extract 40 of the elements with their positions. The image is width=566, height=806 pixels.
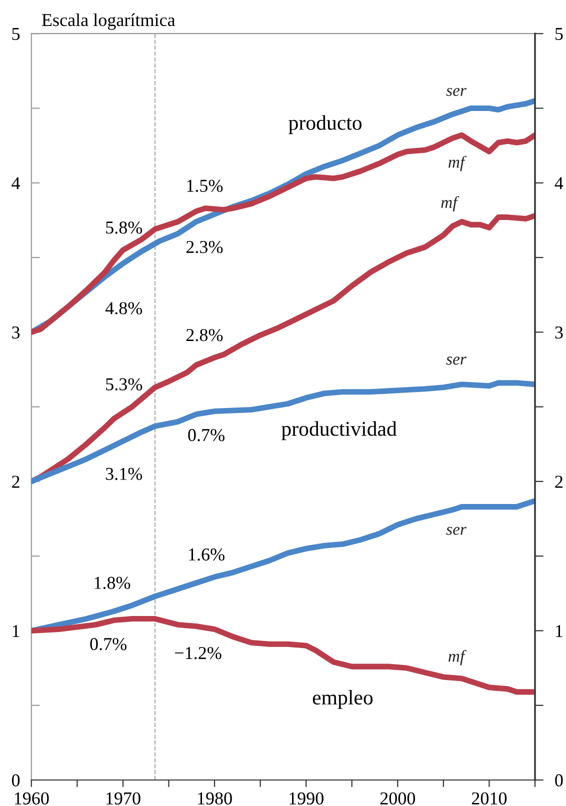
y2-tick-label: 5	[555, 28, 563, 40]
x-tick-label: 2000	[380, 792, 416, 805]
annotation: 5.8%	[106, 221, 142, 234]
x-tick-label: 2010	[472, 792, 507, 805]
y-tick-label: 5	[12, 28, 20, 40]
y2-tick-label: 0	[555, 774, 563, 786]
y-tick-label: 1	[12, 625, 20, 637]
annotation: productividad	[282, 421, 397, 440]
x-tick-label: 1980	[198, 792, 232, 805]
y2-tick-label: 1	[556, 625, 562, 637]
annotation: 3.1%	[106, 468, 142, 480]
annotation: 1.6%	[189, 548, 224, 561]
y2-tick-label: 2	[555, 476, 562, 488]
y2-tick-label: 4	[554, 177, 564, 190]
annotation: empleo	[312, 690, 373, 709]
annotation: 1.5%	[187, 180, 223, 192]
annotation: 0.7%	[188, 428, 224, 442]
annotation: producto	[288, 115, 362, 134]
series-label: mf	[441, 196, 460, 212]
series-label: ser	[446, 88, 466, 96]
x-tick-label: 1990	[290, 792, 324, 805]
annotation: 2.8%	[186, 328, 223, 342]
y2-tick-label: 3	[555, 326, 563, 339]
annotation: 0.7%	[90, 638, 127, 650]
series-label: ser	[446, 356, 466, 365]
y-tick-label: 3	[12, 326, 20, 339]
annotation: 4.8%	[105, 302, 142, 314]
y-tick-label: 0	[12, 774, 20, 786]
annotation: 2.3%	[186, 240, 223, 254]
y-tick-label: 2	[12, 476, 20, 488]
series-label: mf	[448, 156, 467, 172]
y-axis-title: Escala logarítmica	[42, 13, 176, 30]
y-tick-label: 4	[12, 177, 20, 190]
annotation: −1.2%	[175, 646, 222, 660]
series-label: ser	[446, 526, 466, 535]
x-tick-label: 1970	[106, 792, 140, 805]
annotation: 1.8%	[94, 576, 130, 590]
x-tick-label: 1960	[14, 792, 49, 805]
annotation: 5.3%	[106, 378, 142, 390]
series-label: mf	[448, 650, 467, 666]
